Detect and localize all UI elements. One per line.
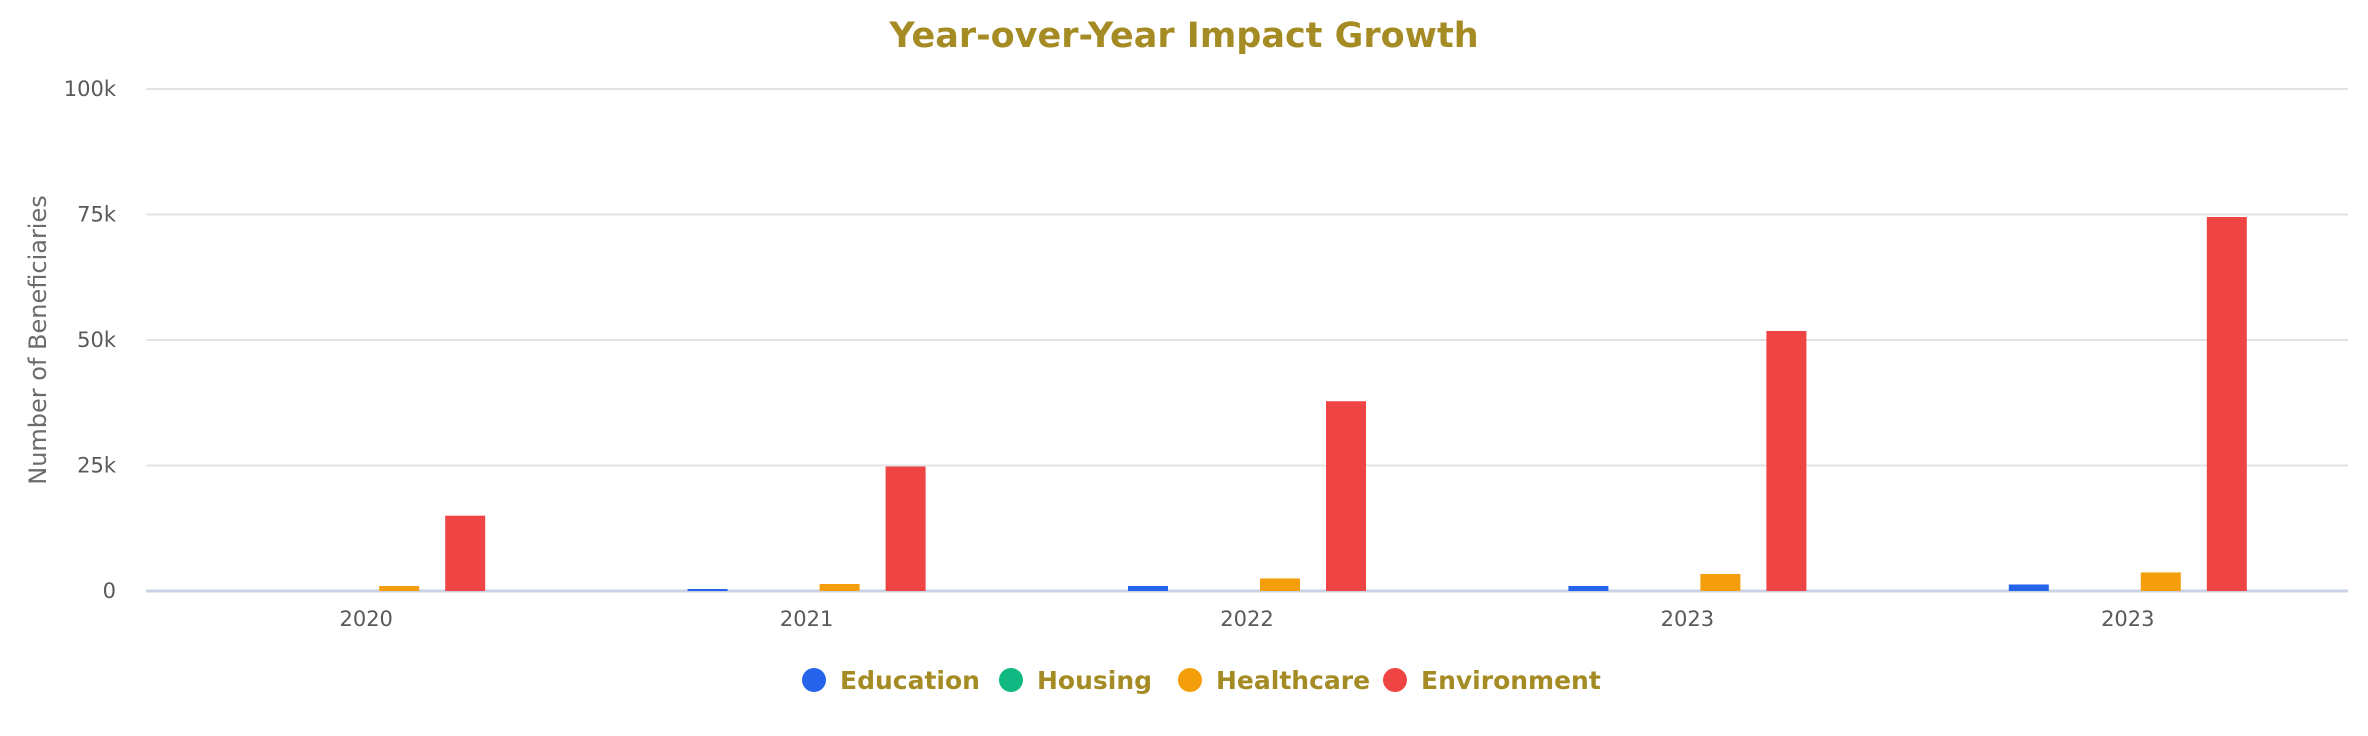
bar-healthcare-2023[interactable]	[2140, 572, 2181, 591]
legend-marker-icon	[1178, 668, 1202, 692]
y-tick-label: 25k	[77, 454, 117, 478]
legend-label: Housing	[1037, 666, 1152, 695]
legend-marker-icon	[802, 668, 826, 692]
y-tick-label: 50k	[77, 328, 117, 352]
y-tick-label: 0	[103, 579, 116, 603]
bar-education-2023[interactable]	[2008, 584, 2049, 591]
chart-title: Year-over-Year Impact Growth	[888, 16, 1478, 56]
bar-environment-2022[interactable]	[1326, 401, 1366, 591]
legend-item-healthcare[interactable]: Healthcare	[1178, 666, 1370, 695]
gridlines	[146, 88, 2348, 593]
legend-item-education[interactable]: Education	[802, 666, 980, 695]
bar-education-2023[interactable]	[1568, 585, 1609, 591]
legend-marker-icon	[1383, 668, 1407, 692]
bar-education-2021[interactable]	[687, 588, 728, 591]
bar-environment-2023[interactable]	[2206, 217, 2247, 591]
bar-environment-2023[interactable]	[1766, 330, 1807, 591]
bar-environment-2021[interactable]	[885, 466, 926, 591]
bar-environment-2020[interactable]	[445, 515, 486, 591]
y-axis-ticks: 0 25k 50k 75k 100k	[64, 77, 117, 603]
x-tick-label: 2021	[780, 607, 833, 631]
y-tick-label: 75k	[77, 203, 117, 227]
y-tick-label: 100k	[64, 77, 117, 101]
bar-healthcare-2020[interactable]	[379, 585, 420, 591]
legend-label: Environment	[1421, 666, 1601, 695]
legend-label: Healthcare	[1216, 666, 1370, 695]
legend-marker-icon	[999, 668, 1023, 692]
legend-item-housing[interactable]: Housing	[999, 666, 1152, 695]
y-axis-title: Number of Beneficiaries	[24, 195, 52, 485]
bar-education-2022[interactable]	[1128, 585, 1168, 591]
x-axis-ticks: 2020 2021 2022 2023 2023	[339, 607, 2154, 631]
legend-item-environment[interactable]: Environment	[1383, 666, 1601, 695]
x-tick-label: 2023	[1661, 607, 1714, 631]
legend-label: Education	[840, 666, 980, 695]
bars	[379, 217, 2247, 591]
bar-healthcare-2022[interactable]	[1260, 578, 1300, 591]
bar-healthcare-2021[interactable]	[819, 583, 860, 591]
bar-healthcare-2023[interactable]	[1700, 573, 1741, 591]
x-tick-label: 2020	[339, 607, 392, 631]
legend: Education Housing Healthcare Environment	[802, 666, 1601, 695]
x-tick-label: 2023	[2101, 607, 2154, 631]
x-tick-label: 2022	[1220, 607, 1273, 631]
